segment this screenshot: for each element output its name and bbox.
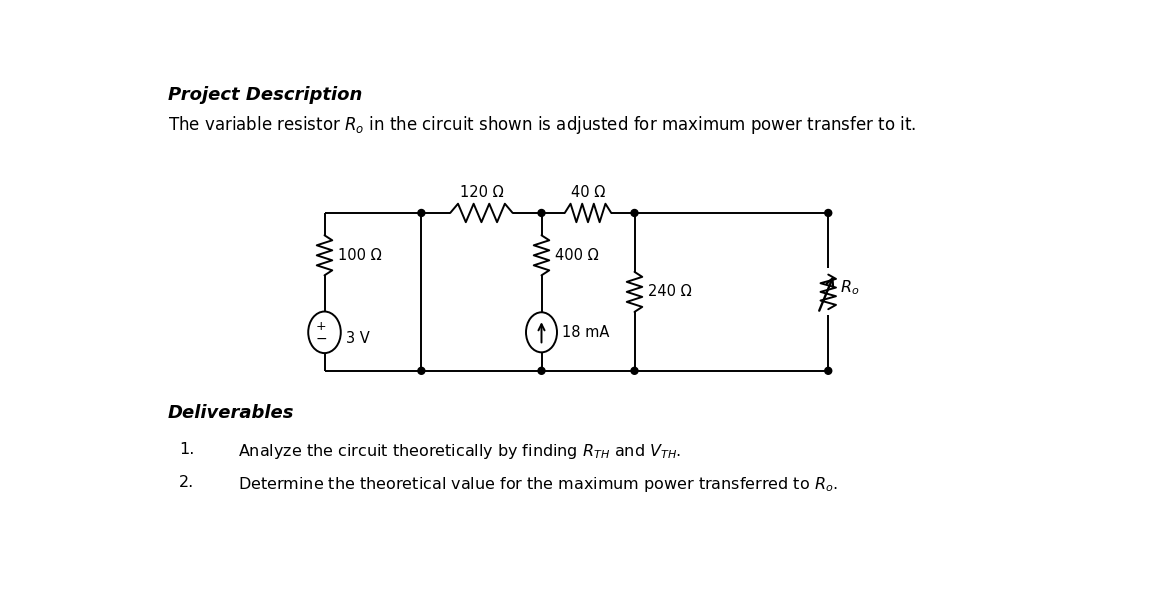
Circle shape xyxy=(538,367,545,374)
Text: 3 V: 3 V xyxy=(346,331,370,346)
Circle shape xyxy=(418,210,425,216)
Text: Project Description: Project Description xyxy=(168,86,363,104)
Text: 2.: 2. xyxy=(179,475,194,490)
Text: 400 Ω: 400 Ω xyxy=(555,248,598,263)
Text: 240 Ω: 240 Ω xyxy=(648,285,691,299)
Text: 40 Ω: 40 Ω xyxy=(571,185,605,200)
Text: 18 mA: 18 mA xyxy=(562,325,610,340)
Circle shape xyxy=(418,367,425,374)
Circle shape xyxy=(538,210,545,216)
Circle shape xyxy=(631,367,638,374)
Text: +: + xyxy=(316,320,326,333)
Text: The variable resistor $R_o$ in the circuit shown is adjusted for maximum power t: The variable resistor $R_o$ in the circu… xyxy=(168,115,916,137)
Text: 100 Ω: 100 Ω xyxy=(338,248,381,263)
Text: Determine the theoretical value for the maximum power transferred to $R_o$.: Determine the theoretical value for the … xyxy=(238,475,838,494)
Text: Analyze the circuit theoretically by finding $R_{TH}$ and $V_{TH}$.: Analyze the circuit theoretically by fin… xyxy=(238,443,681,462)
Text: Deliverables: Deliverables xyxy=(168,404,295,422)
Text: −: − xyxy=(316,332,328,346)
Text: 1.: 1. xyxy=(179,443,194,457)
Text: $R_o$: $R_o$ xyxy=(840,279,859,298)
Text: 120 Ω: 120 Ω xyxy=(460,185,503,200)
Circle shape xyxy=(825,210,832,216)
Circle shape xyxy=(825,367,832,374)
Circle shape xyxy=(631,210,638,216)
